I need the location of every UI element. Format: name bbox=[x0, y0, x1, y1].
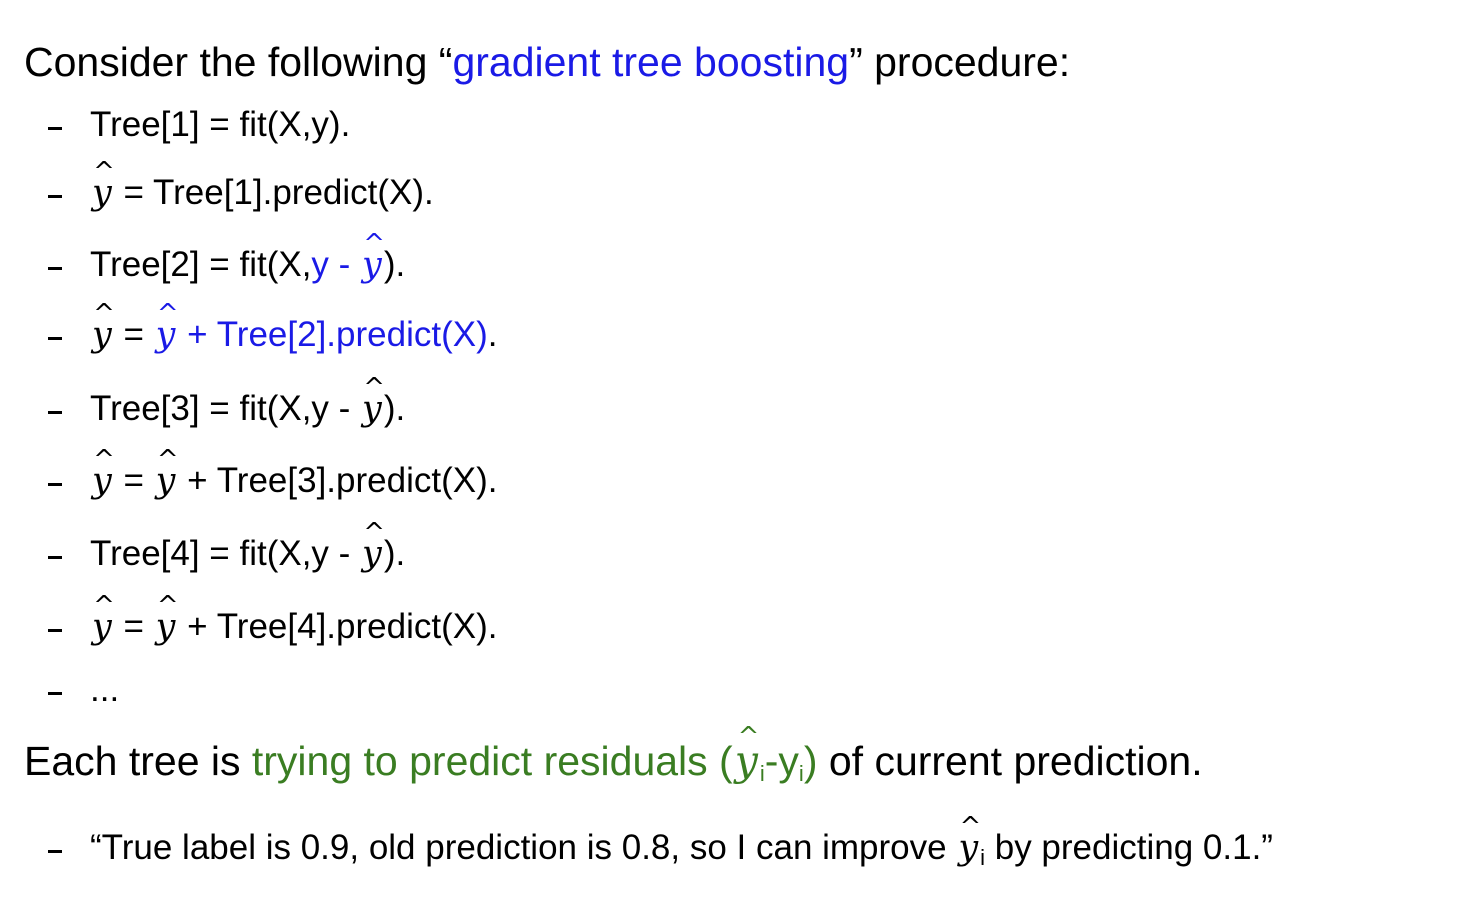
step-1: Tree[1] = fit(X,y). bbox=[48, 107, 350, 142]
step-8-eq: = bbox=[113, 607, 154, 646]
bullet-dash bbox=[48, 483, 62, 487]
step-8: y ^ = y ^ + Tree[4].predict(X). bbox=[48, 591, 498, 647]
step-4-blue: + Tree[2].predict(X) bbox=[177, 315, 488, 354]
bullet-dash bbox=[48, 411, 62, 415]
step-3: Tree[2] = fit(X,y - y ^). bbox=[48, 229, 406, 285]
heading-procedure-before: Consider the following “ bbox=[24, 39, 453, 85]
y-hat-symbol: y ^ bbox=[734, 722, 760, 785]
step-6-eq: = bbox=[113, 461, 154, 500]
step-3-blue: y - bbox=[311, 245, 361, 284]
step-6-text: + Tree[3].predict(X). bbox=[177, 461, 498, 500]
quote-item: “True label is 0.9, old prediction is 0.… bbox=[48, 812, 1273, 870]
y-hat-symbol: y ^ bbox=[155, 591, 179, 647]
step-8-text: + Tree[4].predict(X). bbox=[177, 607, 498, 646]
step-2-text: = Tree[1].predict(X). bbox=[113, 173, 434, 212]
step-4-eq: = bbox=[113, 315, 154, 354]
y-hat-symbol: y ^ bbox=[362, 229, 385, 285]
bullet-dash bbox=[48, 850, 62, 854]
ellipsis-text: ... bbox=[90, 670, 120, 709]
step-7-pre: Tree[4] = fit(X,y - bbox=[90, 534, 361, 573]
bullet-dash bbox=[48, 692, 62, 696]
y-hat-symbol: y ^ bbox=[362, 518, 385, 574]
y-hat-symbol: y ^ bbox=[92, 157, 115, 213]
quote-after: by predicting 0.1.” bbox=[985, 828, 1273, 867]
y-hat-symbol: y ^ bbox=[92, 591, 115, 647]
step-ellipsis: ... bbox=[48, 672, 119, 707]
step-5-pre: Tree[3] = fit(X,y - bbox=[90, 389, 361, 428]
step-3-pre: Tree[2] = fit(X, bbox=[90, 245, 312, 284]
residuals-phrase: trying to predict residuals (y ^ i-yi) bbox=[251, 722, 818, 786]
step-3-post: ). bbox=[383, 245, 406, 284]
bullet-dash bbox=[48, 337, 62, 341]
y-hat-symbol: y ^ bbox=[958, 812, 982, 868]
bullet-dash bbox=[48, 195, 62, 199]
heading-procedure-highlight: gradient tree boosting bbox=[452, 39, 850, 85]
bullet-dash bbox=[48, 629, 62, 633]
subscript-i: i bbox=[759, 761, 765, 786]
bullet-dash bbox=[48, 127, 62, 131]
step-7: Tree[4] = fit(X,y - y ^). bbox=[48, 518, 406, 574]
heading-procedure-after: ” procedure: bbox=[849, 39, 1071, 85]
step-2: y ^ = Tree[1].predict(X). bbox=[48, 157, 434, 213]
step-4-dot: . bbox=[487, 315, 498, 354]
quote-before: “True label is 0.9, old prediction is 0.… bbox=[90, 828, 957, 867]
heading-residuals: Each tree is trying to predict residuals… bbox=[24, 722, 1203, 786]
subscript-i: i bbox=[798, 761, 804, 786]
step-6: y ^ = y ^ + Tree[3].predict(X). bbox=[48, 445, 498, 501]
step-7-post: ). bbox=[383, 534, 406, 573]
y-hat-symbol: y ^ bbox=[92, 445, 115, 501]
bullet-dash bbox=[48, 556, 62, 560]
step-1-text: Tree[1] = fit(X,y). bbox=[90, 105, 351, 144]
step-4: y ^ = y ^ + Tree[2].predict(X). bbox=[48, 299, 498, 355]
bullet-dash bbox=[48, 267, 62, 271]
y-hat-symbol: y ^ bbox=[155, 445, 179, 501]
step-5: Tree[3] = fit(X,y - y ^). bbox=[48, 373, 406, 429]
y-hat-symbol: y ^ bbox=[362, 373, 385, 429]
subscript-i: i bbox=[980, 845, 986, 870]
heading-residuals-after: of current prediction. bbox=[817, 738, 1203, 784]
y-hat-symbol: y ^ bbox=[92, 299, 115, 355]
y-hat-symbol: y ^ bbox=[155, 299, 179, 355]
heading-residuals-before: Each tree is bbox=[24, 738, 252, 784]
heading-procedure: Consider the following “gradient tree bo… bbox=[24, 42, 1070, 83]
step-5-post: ). bbox=[383, 389, 406, 428]
